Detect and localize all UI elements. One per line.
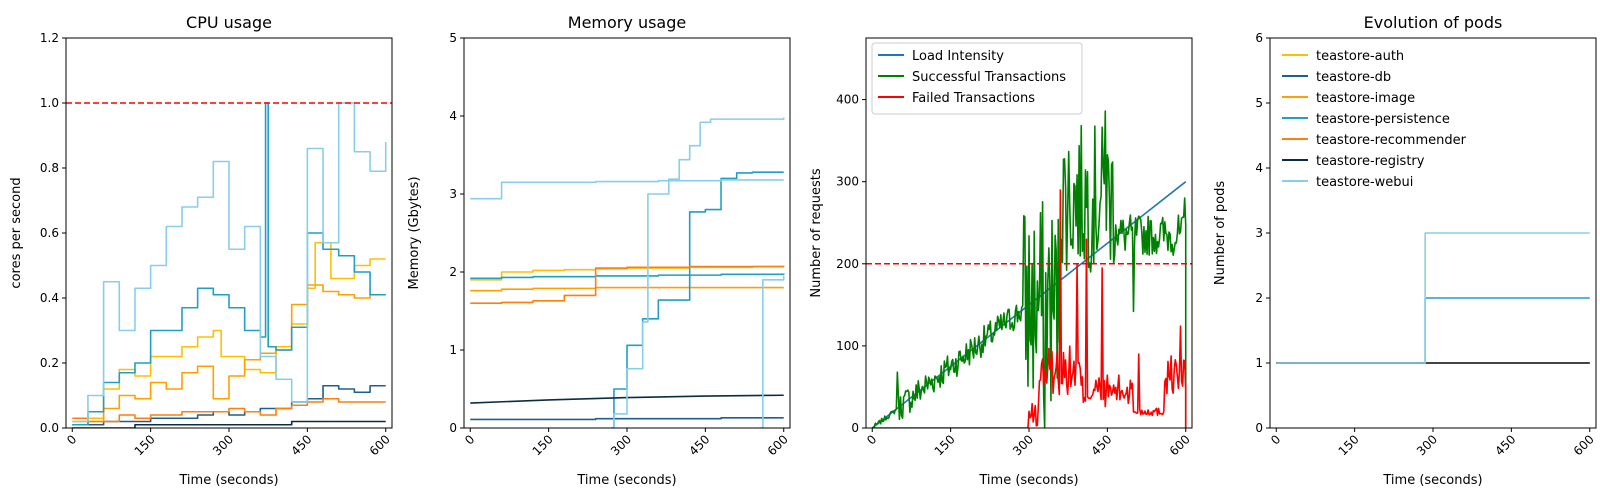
y-axis-label: Number of requests [809,168,824,297]
y-tick-label: 100 [836,339,859,353]
x-tick-label: 450 [288,432,314,458]
y-tick-label: 0.0 [40,421,59,435]
series-line-teastore-webui [72,102,387,423]
y-tick-label: 0.2 [40,356,59,370]
chart-panel-2: Memory usage Time (seconds) Memory (Gbytes… [407,13,791,488]
chart-title: CPU usage [186,13,272,32]
legend-entry: teastore-db [1316,70,1391,85]
legend-entry: teastore-registry [1316,154,1425,169]
x-tick-label: 150 [932,432,958,458]
x-axis-label: Time (seconds) [1382,473,1482,488]
y-tick-label: 0 [1255,421,1263,435]
series-line-teastore-persistence-2 [611,171,784,428]
y-tick-label: 4 [1255,161,1263,175]
series-line-teastore-registry [72,420,386,428]
legend-entry: teastore-persistence [1316,112,1450,127]
y-axis-label: Memory (Gbytes) [407,176,422,289]
series-line-failed-transactions [872,189,1187,428]
series-line-teastore-image [72,284,386,426]
legend-box [871,42,1083,115]
y-tick-label: 3 [1255,226,1263,240]
y-tick-label: 0 [851,421,859,435]
plot-area [866,110,1192,428]
series-line-teastore-persistence [72,102,386,426]
chart-title: Evolution of pods [1364,13,1503,32]
y-tick-label: 0.4 [40,291,59,305]
legend: teastore-auth teastore-db teastore-image te… [1282,49,1467,190]
y-tick-label: 5 [449,31,457,45]
plot-area [470,117,785,428]
axes-frame [865,37,1193,429]
y-tick-label: 5 [1255,96,1263,110]
x-tick-label: 600 [765,432,791,458]
x-tick-label: 600 [1571,432,1597,458]
x-tick-label: 300 [608,432,634,458]
x-tick-label: 300 [210,432,236,458]
series-line-successful-transactions [872,110,1187,428]
x-axis-label: Time (seconds) [178,473,278,488]
y-tick-label: 300 [836,175,859,189]
y-tick-label: 2 [1255,291,1263,305]
y-tick-label: 0.8 [40,161,59,175]
y-tick-label: 0 [449,421,457,435]
x-axis-label: Time (seconds) [576,473,676,488]
x-tick-label: 150 [132,432,158,458]
y-tick-label: 400 [836,93,859,107]
legend-entry: teastore-webui [1316,175,1413,190]
chart-panel-4: Evolution of pods Time (seconds) Number of… [1213,13,1597,488]
series-line-teastore-recommender [72,397,386,423]
x-tick-label: 0 [1268,432,1283,447]
chart-panel-1: CPU usage Time (seconds) cores per second 0… [9,13,393,488]
series-line-teastore-webui-3 [760,275,785,428]
chart-title: Memory usage [568,13,686,32]
y-tick-label: 0.6 [40,226,59,240]
series-line-teastore-db [470,417,784,421]
x-tick-label: 450 [1088,432,1114,458]
y-tick-label: 4 [449,109,457,123]
x-tick-label: 300 [1414,432,1440,458]
legend-entry: Load Intensity [912,49,1004,64]
y-tick-label: 1.2 [40,31,59,45]
series-line-teastore-persistence [470,273,785,280]
x-tick-label: 0 [864,432,879,447]
series-line-teastore-webui [470,179,784,200]
x-tick-label: 450 [1492,432,1518,458]
y-tick-label: 2 [449,265,457,279]
x-tick-label: 0 [64,432,79,447]
x-tick-label: 0 [462,432,477,447]
y-tick-label: 1.0 [40,96,59,110]
plot-area [66,102,392,428]
legend-entry: Successful Transactions [912,70,1066,85]
y-tick-label: 3 [449,187,457,201]
legend-entry: teastore-image [1316,91,1415,106]
y-axis-label: cores per second [9,177,24,288]
legend-entry: teastore-auth [1316,49,1404,64]
x-axis-label: Time (seconds) [978,473,1078,488]
legend-entry: teastore-recommender [1316,133,1467,148]
x-tick-label: 150 [530,432,556,458]
axes-frame [1269,37,1597,429]
y-tick-label: 200 [836,257,859,271]
series-line-teastore-webui-2 [611,117,785,428]
series-line-teastore-image [470,286,784,292]
chart-panel-3: Time (seconds) Number of requests 0 150 300 4… [809,37,1193,488]
y-tick-label: 1 [449,343,457,357]
axes-frame [65,37,393,429]
plot-area [1276,232,1590,364]
x-tick-label: 600 [367,432,393,458]
x-tick-label: 450 [686,432,712,458]
series-line-teastore-webui [1276,232,1590,364]
series-line-teastore-recommender [470,265,785,304]
axes-frame [463,37,791,429]
x-tick-label: 300 [1010,432,1036,458]
legend-entry: Failed Transactions [912,91,1035,106]
y-tick-label: 6 [1255,31,1263,45]
series-line-teastore-persistence [1276,297,1590,364]
x-tick-label: 150 [1336,432,1362,458]
legend: Load Intensity Successful Transactions Fai… [871,42,1083,115]
x-tick-label: 600 [1167,432,1193,458]
y-tick-label: 1 [1255,356,1263,370]
y-axis-label: Number of pods [1213,181,1228,285]
